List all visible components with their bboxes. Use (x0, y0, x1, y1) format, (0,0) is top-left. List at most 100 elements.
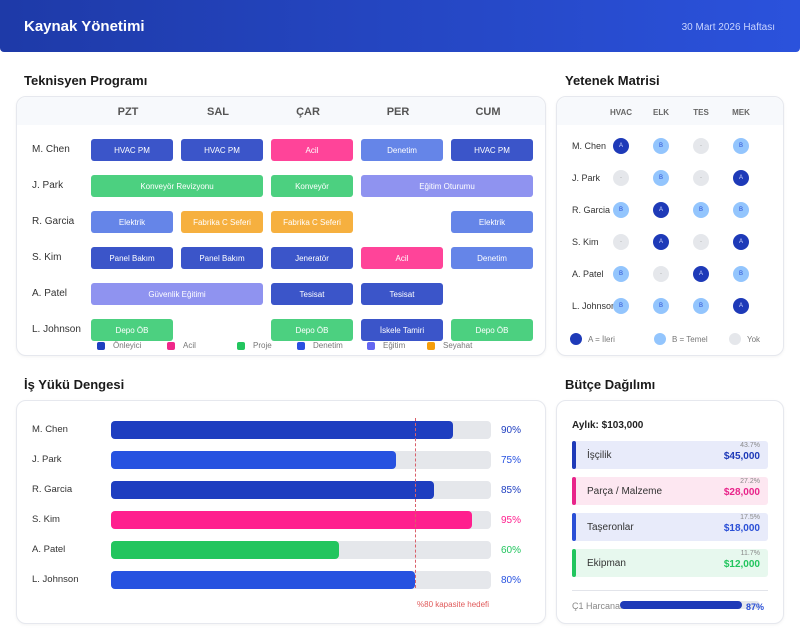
schedule-block[interactable]: Tesisat (361, 283, 443, 305)
legend-label: Yok (747, 334, 761, 344)
legend-label: B = Temel (672, 334, 708, 344)
schedule-block[interactable]: Acil (361, 247, 443, 269)
budget-color-bar (572, 441, 576, 469)
schedule-title: Teknisyen Programı (24, 73, 148, 88)
technician-name: L. Johnson (32, 324, 81, 335)
legend-swatch (237, 341, 245, 350)
technician-name: A. Patel (32, 288, 68, 299)
schedule-block[interactable]: Fabrika C Seferi (271, 211, 353, 233)
legend-item: B = Temel (654, 333, 708, 345)
legend-swatch (97, 341, 105, 350)
skill-column-header: MEK (732, 108, 750, 117)
legend-label: Denetim (313, 341, 343, 350)
day-header: ÇAR (296, 106, 320, 118)
schedule-block[interactable]: Konveyör Revizyonu (91, 175, 263, 197)
skill-level-dot: A (733, 298, 749, 314)
workload-bar-fill (111, 451, 396, 469)
workload-percent: 95% (501, 515, 522, 526)
target-line (415, 418, 416, 588)
budget-color-bar (572, 549, 576, 577)
technician-name: L. Johnson (32, 574, 79, 585)
schedule-block[interactable]: Depo ÖB (91, 319, 173, 341)
divider (572, 590, 768, 591)
workload-bar-fill (111, 541, 339, 559)
legend-label: Seyahat (443, 341, 473, 350)
legend-label: Eğitim (383, 341, 406, 350)
schedule-block[interactable]: Depo ÖB (451, 319, 533, 341)
schedule-block[interactable]: Tesisat (271, 283, 353, 305)
schedule-header-row (17, 97, 545, 125)
schedule-block[interactable]: Depo ÖB (271, 319, 353, 341)
schedule-block[interactable]: Eğitim Oturumu (361, 175, 533, 197)
budget-amount: $18,000 (723, 523, 760, 534)
technician-name: J. Park (32, 454, 62, 465)
budget-label: Parça / Malzeme (587, 486, 663, 497)
skill-level-dot: A (733, 170, 749, 186)
budget-amount: $12,000 (723, 559, 760, 570)
workload-title: İş Yükü Dengesi (24, 377, 125, 392)
legend-item: Önleyici (97, 341, 141, 350)
monthly-budget: Aylık: $103,000 (572, 420, 644, 431)
skill-level-dot: - (613, 234, 629, 250)
schedule-block[interactable]: Panel Bakım (181, 247, 263, 269)
legend-item: Acil (167, 341, 196, 350)
skill-level-dot: B (653, 138, 669, 154)
schedule-block[interactable]: Denetim (361, 139, 443, 161)
schedule-block[interactable]: Konveyör (271, 175, 353, 197)
skill-level-dot: A (613, 138, 629, 154)
technician-name: J. Park (572, 173, 601, 183)
schedule-block[interactable]: İskele Tamiri (361, 319, 443, 341)
skill-level-dot: B (613, 298, 629, 314)
budget-percent: 17.5% (740, 514, 760, 521)
workload-percent: 90% (501, 425, 522, 436)
skill-level-dot: B (733, 138, 749, 154)
budget-label: İşçilik (587, 450, 612, 461)
schedule-block[interactable]: Güvenlik Eğitimi (91, 283, 263, 305)
schedule-block[interactable]: Fabrika C Seferi (181, 211, 263, 233)
workload-bar-fill (111, 421, 453, 439)
skills-header-row (557, 97, 783, 125)
workload-bar-track (111, 511, 491, 529)
schedule-block[interactable]: HVAC PM (181, 139, 263, 161)
workload-percent: 85% (501, 485, 522, 496)
schedule-block[interactable]: Jeneratör (271, 247, 353, 269)
skill-level-dot: A (653, 202, 669, 218)
day-header: SAL (207, 106, 229, 118)
technician-name: M. Chen (32, 424, 68, 435)
app-title: Kaynak Yönetimi (24, 18, 145, 35)
budget-title: Bütçe Dağılımı (565, 377, 656, 392)
skill-column-header: HVAC (609, 108, 633, 117)
technician-name: A. Patel (572, 269, 604, 279)
workload-bar-track (111, 571, 491, 589)
budget-item: İşçilik 43.7% $45,000 (572, 441, 768, 469)
technician-name: S. Kim (572, 237, 599, 247)
technician-name: R. Garcia (32, 484, 73, 495)
budget-color-bar (572, 513, 576, 541)
skill-level-dot: B (653, 298, 669, 314)
schedule-block[interactable]: Denetim (451, 247, 533, 269)
week-label: 30 Mart 2026 Haftası (681, 22, 775, 33)
skill-column-header: ELK (653, 108, 669, 117)
budget-amount: $45,000 (723, 451, 760, 462)
workload-bar-track (111, 481, 491, 499)
legend-item: A = İleri (570, 333, 615, 345)
schedule-block[interactable]: Elektrik (91, 211, 173, 233)
schedule-block[interactable]: HVAC PM (451, 139, 533, 161)
technician-name: S. Kim (32, 514, 60, 525)
legend-swatch (367, 341, 375, 350)
target-label: %80 kapasite hedefi (417, 600, 490, 609)
legend-label: Önleyici (113, 341, 142, 350)
schedule-block[interactable]: Elektrik (451, 211, 533, 233)
budget-percent: 43.7% (740, 442, 760, 449)
legend-item: Denetim (297, 341, 343, 350)
technician-name: M. Chen (572, 141, 607, 151)
skill-level-dot: B (733, 202, 749, 218)
schedule-block[interactable]: HVAC PM (91, 139, 173, 161)
skill-level-dot: A (693, 266, 709, 282)
legend-swatch (729, 333, 741, 345)
budget-label: Ekipman (587, 558, 626, 569)
legend-label: A = İleri (588, 334, 615, 344)
workload-bar-track (111, 451, 491, 469)
schedule-block[interactable]: Panel Bakım (91, 247, 173, 269)
schedule-block[interactable]: Acil (271, 139, 353, 161)
